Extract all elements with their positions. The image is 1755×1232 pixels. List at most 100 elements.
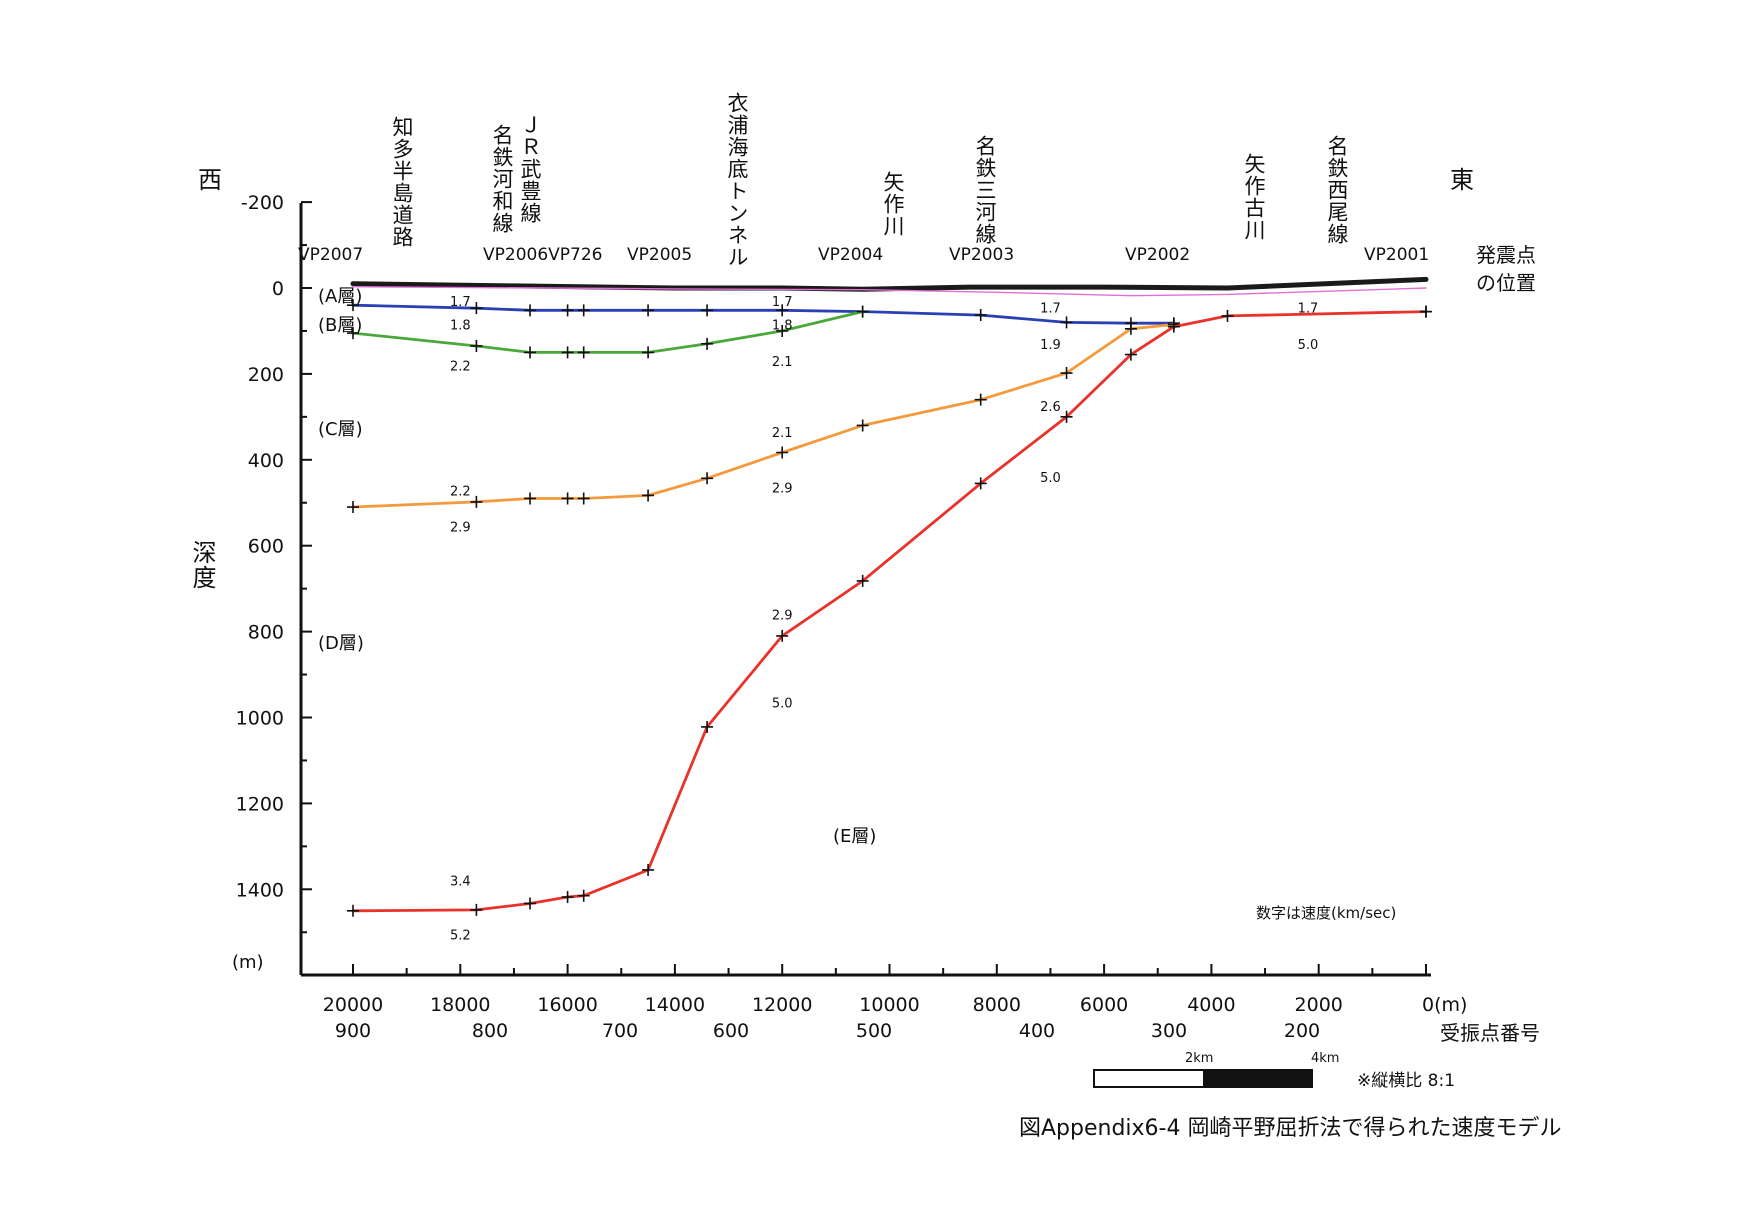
y-axis-unit: (m) (232, 952, 264, 973)
landmark-label: 衣浦海底トンネル (725, 92, 749, 268)
y-axis-title: 深度 (188, 540, 216, 590)
y-tick-label: 400 (248, 450, 284, 472)
velocity-label: 5.0 (772, 696, 793, 711)
velocity-label: 1.7 (1040, 301, 1061, 316)
data-point-marker (642, 346, 655, 359)
receiver-tick-label: 200 (1284, 1020, 1320, 1042)
layer-label-b: (B層) (318, 315, 362, 336)
figure-caption: 図Appendix6-4 岡崎平野屈折法で得られた速度モデル (1019, 1116, 1561, 1141)
data-point-marker (1167, 320, 1180, 333)
data-point-marker (856, 419, 869, 432)
scale-4km-label: 4km (1311, 1051, 1339, 1066)
x-tick-label: 6000 (1080, 994, 1128, 1016)
velocity-label: 1.8 (772, 319, 793, 334)
shot-point-label-line: の位置 (1476, 271, 1536, 295)
data-point-marker (470, 302, 483, 315)
data-point-marker (347, 501, 359, 514)
velocity-label: 2.2 (450, 359, 471, 374)
data-point-marker (577, 492, 590, 505)
data-point-marker (974, 477, 987, 490)
receiver-tick-label: 300 (1151, 1020, 1187, 1042)
landmark-label: 矢作古川 (1242, 153, 1266, 241)
data-point-marker (524, 897, 537, 910)
data-point-marker (524, 346, 537, 359)
layer-label-d: (D層) (318, 633, 364, 654)
velocity-label: 2.6 (1040, 400, 1061, 415)
velocity-label: 5.0 (1298, 338, 1319, 353)
x-tick-label: 16000 (537, 994, 597, 1016)
data-point-marker (642, 489, 655, 502)
y-tick-label: -200 (241, 192, 284, 214)
data-point-marker (524, 304, 537, 317)
layer-label-a: (A層) (318, 286, 362, 307)
data-point-marker (347, 904, 359, 917)
west-label: 西 (198, 166, 222, 194)
velocity-label: 2.9 (772, 482, 793, 497)
landmark-label: ＪＲ武豊線 (518, 114, 542, 224)
data-point-marker (347, 327, 359, 340)
velocity-label: 1.8 (450, 319, 471, 334)
x-tick-label: 14000 (645, 994, 705, 1016)
landmark-label: 知多半島道路 (390, 116, 414, 248)
vp-label: VP2003 (949, 245, 1014, 265)
y-tick-label: 1000 (236, 708, 284, 730)
layer-label-e: (E層) (833, 826, 876, 847)
velocity-label: 1.9 (1040, 338, 1061, 353)
velocity-label: 1.7 (450, 295, 471, 310)
aspect-note: ※縦横比 8:1 (1357, 1071, 1455, 1091)
y-tick-label: 200 (248, 364, 284, 386)
vp-label: VP2006VP726 (483, 245, 602, 265)
data-point-marker (561, 304, 574, 317)
vp-label: VP2004 (818, 245, 883, 265)
velocity-note: 数字は速度(km/sec) (1256, 904, 1396, 922)
data-point-marker (524, 492, 537, 505)
y-tick-label: 600 (248, 536, 284, 558)
x-tick-label: 20000 (323, 994, 383, 1016)
data-point-marker (701, 337, 714, 350)
vp-label: VP2001 (1364, 245, 1429, 265)
x-tick-label: 10000 (859, 994, 919, 1016)
data-point-marker (561, 492, 574, 505)
scale-bar-black (1203, 1069, 1313, 1088)
x-tick-label: 18000 (430, 994, 490, 1016)
data-point-marker (1060, 410, 1073, 423)
layer-label-c: (C層) (318, 419, 363, 440)
x-tick-label: 0(m) (1422, 994, 1467, 1016)
series-line-red (351, 310, 1428, 913)
velocity-label: 2.2 (450, 485, 471, 500)
x-tick-label: 8000 (973, 994, 1021, 1016)
shot-point-label: 発震点 の位置 (1476, 243, 1542, 295)
data-point-marker (470, 339, 483, 352)
data-point-marker (577, 304, 590, 317)
landmark-label: 矢作川 (881, 171, 905, 237)
data-point-marker (561, 346, 574, 359)
receiver-tick-label: 500 (856, 1020, 892, 1042)
data-point-marker (974, 309, 987, 322)
vp-label: VP2002 (1125, 245, 1190, 265)
velocity-label: 2.9 (450, 520, 471, 535)
velocity-label: 2.1 (772, 426, 793, 441)
data-point-marker (1221, 309, 1234, 322)
data-point-marker (856, 574, 869, 587)
vp-label: VP2005 (627, 245, 692, 265)
data-point-marker (974, 393, 987, 406)
data-point-marker (701, 304, 714, 317)
shot-point-label-line: 発震点 (1476, 243, 1536, 267)
receiver-axis-title: 受振点番号 (1440, 1021, 1540, 1045)
y-tick-label: 0 (272, 278, 284, 300)
velocity-label: 1.7 (1298, 301, 1319, 316)
landmark-label: 名鉄河和線 (490, 124, 514, 234)
data-point-marker (642, 863, 655, 876)
data-point-marker (776, 304, 789, 317)
data-point-marker (1420, 305, 1432, 318)
data-point-marker (856, 305, 869, 318)
data-point-marker (642, 304, 655, 317)
velocity-label: 5.2 (450, 928, 471, 943)
velocity-labels: 1.7 1.8 2.2 1.7 1.8 2.1 1.7 1.9 1.7 5.0 2.1 2.9 2.2 2… (450, 295, 1318, 944)
axis-ticks: -200 0 200 400 600 800 1000 1200 1400 20000 18000 1… (236, 192, 1468, 1042)
data-point-marker (776, 629, 789, 642)
data-point-marker (1124, 348, 1137, 361)
y-tick-label: 1200 (236, 793, 284, 815)
